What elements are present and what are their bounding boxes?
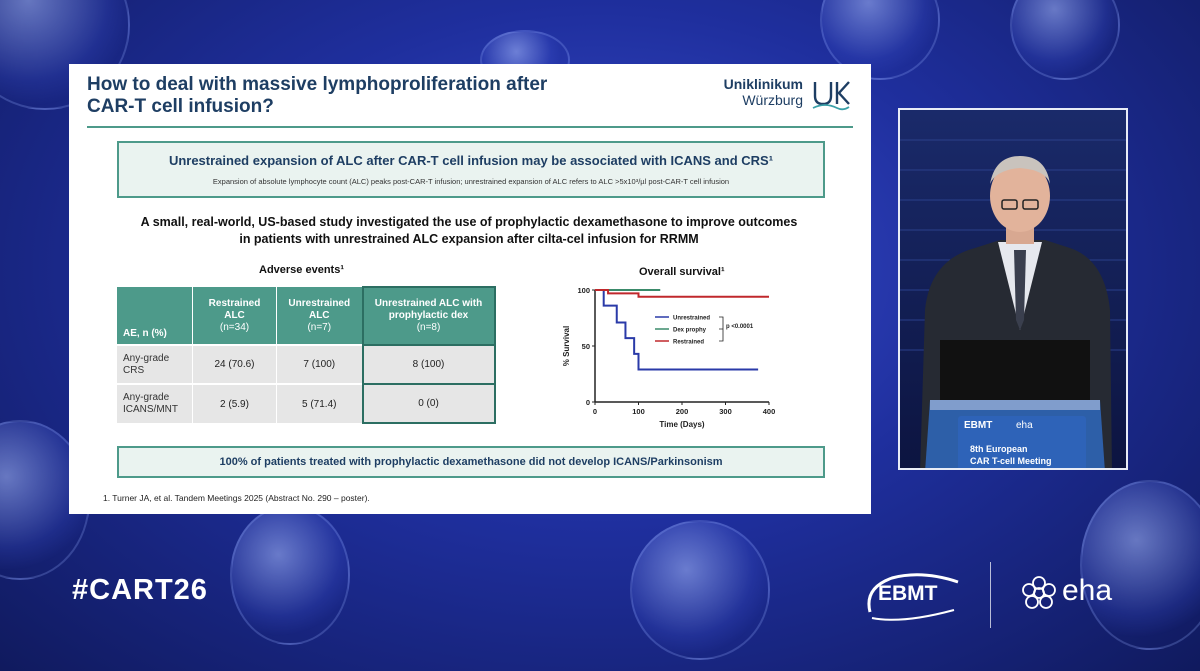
podium-eha-text: eha <box>1016 420 1033 431</box>
table-cell: 5 (71.4) <box>276 383 363 423</box>
podium-sign <box>958 416 1086 468</box>
legend-bracket <box>719 316 724 342</box>
table-cell: 7 (100) <box>276 344 363 384</box>
table-cell-highlighted: 0 (0) <box>361 383 496 424</box>
y-tick-label: 0 <box>586 398 590 407</box>
conference-hashtag: #CART26 <box>72 574 208 606</box>
logo-separator <box>990 562 991 628</box>
uniklinikum-logo: Uniklinikum Würzburg <box>723 76 850 111</box>
legend-label: Dex prophy <box>673 328 707 334</box>
ebmt-logo-icon <box>867 573 959 621</box>
x-axis-label: Time (Days) <box>659 420 705 429</box>
legend-label: Unrestrained <box>673 316 710 322</box>
background-cell <box>630 520 770 660</box>
table-cell-label: Any-grade CRS <box>117 344 193 384</box>
x-tick-label: 200 <box>676 407 689 416</box>
x-tick-label: 300 <box>719 407 732 416</box>
callout-heading: Unrestrained expansion of ALC after CAR-… <box>168 153 774 168</box>
background-cell <box>1010 0 1120 80</box>
series-line-unrestrained <box>595 289 759 371</box>
slide-title-line1: How to deal with massive lymphoprolifera… <box>87 74 548 95</box>
y-axis-label: % Survival <box>562 326 571 366</box>
logo-name: Uniklinikum <box>723 76 803 92</box>
podium-line1: 8th European <box>970 444 1028 454</box>
study-line1: A small, real-world, US-based study inve… <box>140 215 798 229</box>
eha-logo-text: eha <box>1062 574 1113 607</box>
chart-title: Overall survival¹ <box>639 266 725 278</box>
ukw-logo-icon <box>812 81 850 111</box>
speaker-video: EBMT eha 8th European CAR T-cell Meeting <box>898 108 1128 470</box>
presentation-slide: How to deal with massive lymphoprolifera… <box>69 64 871 514</box>
callout-box: Unrestrained expansion of ALC after CAR-… <box>117 141 825 198</box>
eha-logo-icon <box>1022 576 1056 609</box>
x-tick-label: 100 <box>632 407 645 416</box>
study-line2: in patients with unrestrained ALC expans… <box>239 232 699 246</box>
table-cell: 2 (5.9) <box>192 383 277 423</box>
bottom-callout-text: 100% of patients treated with prophylact… <box>219 456 723 468</box>
table-row: Any-grade ICANS/MNT 2 (5.9) 5 (71.4) 0 (… <box>117 383 496 424</box>
overall-survival-chart: 0 50 100 0 100 200 300 400 Time (Days) % Survival… <box>562 286 776 429</box>
table-header: AE, n (%) <box>117 287 193 345</box>
background-cell <box>1080 480 1200 650</box>
background-cell <box>230 505 350 645</box>
table-row: Any-grade CRS 24 (70.6) 7 (100) 8 (100) <box>117 344 496 385</box>
table-cell-highlighted: 8 (100) <box>361 344 496 385</box>
x-tick-label: 0 <box>593 407 597 416</box>
p-value-label: p <0.0001 <box>726 324 754 330</box>
speaker-scene <box>900 110 1126 468</box>
table-header: Unrestrained ALC (n=7) <box>276 287 363 345</box>
bottom-callout-box: 100% of patients treated with prophylact… <box>117 446 825 478</box>
y-tick-label: 100 <box>577 286 590 295</box>
table-cell-label: Any-grade ICANS/MNT <box>117 383 193 423</box>
podium-ebmt-text: EBMT <box>964 420 993 431</box>
adverse-events-title: Adverse events¹ <box>259 264 344 276</box>
ebmt-logo-text: EBMT <box>878 582 938 605</box>
series-line-restrained <box>595 289 769 298</box>
reference: 1. Turner JA, et al. Tandem Meetings 202… <box>103 493 370 503</box>
slide-title: How to deal with massive lymphoprolifera… <box>87 74 647 118</box>
table-header: Restrained ALC (n=34) <box>192 287 277 345</box>
table-header-highlighted: Unrestrained ALC with prophylactic dex (n… <box>361 286 496 346</box>
podium-line2: CAR T-cell Meeting <box>970 456 1052 466</box>
study-statement: A small, real-world, US-based study inve… <box>109 214 829 248</box>
table-cell: 24 (70.6) <box>192 344 277 384</box>
callout-subtext: Expansion of absolute lymphocyte count (… <box>212 177 730 186</box>
logo-city: Würzburg <box>742 92 803 108</box>
y-tick-label: 50 <box>582 342 590 351</box>
table-header-row: AE, n (%) Restrained ALC (n=34) Unrestrai… <box>117 286 496 346</box>
x-tick-label: 400 <box>763 407 776 416</box>
adverse-events-table: AE, n (%) Restrained ALC (n=34) Unrestrai… <box>117 286 496 424</box>
slide-title-line2: CAR-T cell infusion? <box>87 96 274 117</box>
legend-label: Restrained <box>673 340 704 346</box>
title-divider <box>87 126 853 128</box>
